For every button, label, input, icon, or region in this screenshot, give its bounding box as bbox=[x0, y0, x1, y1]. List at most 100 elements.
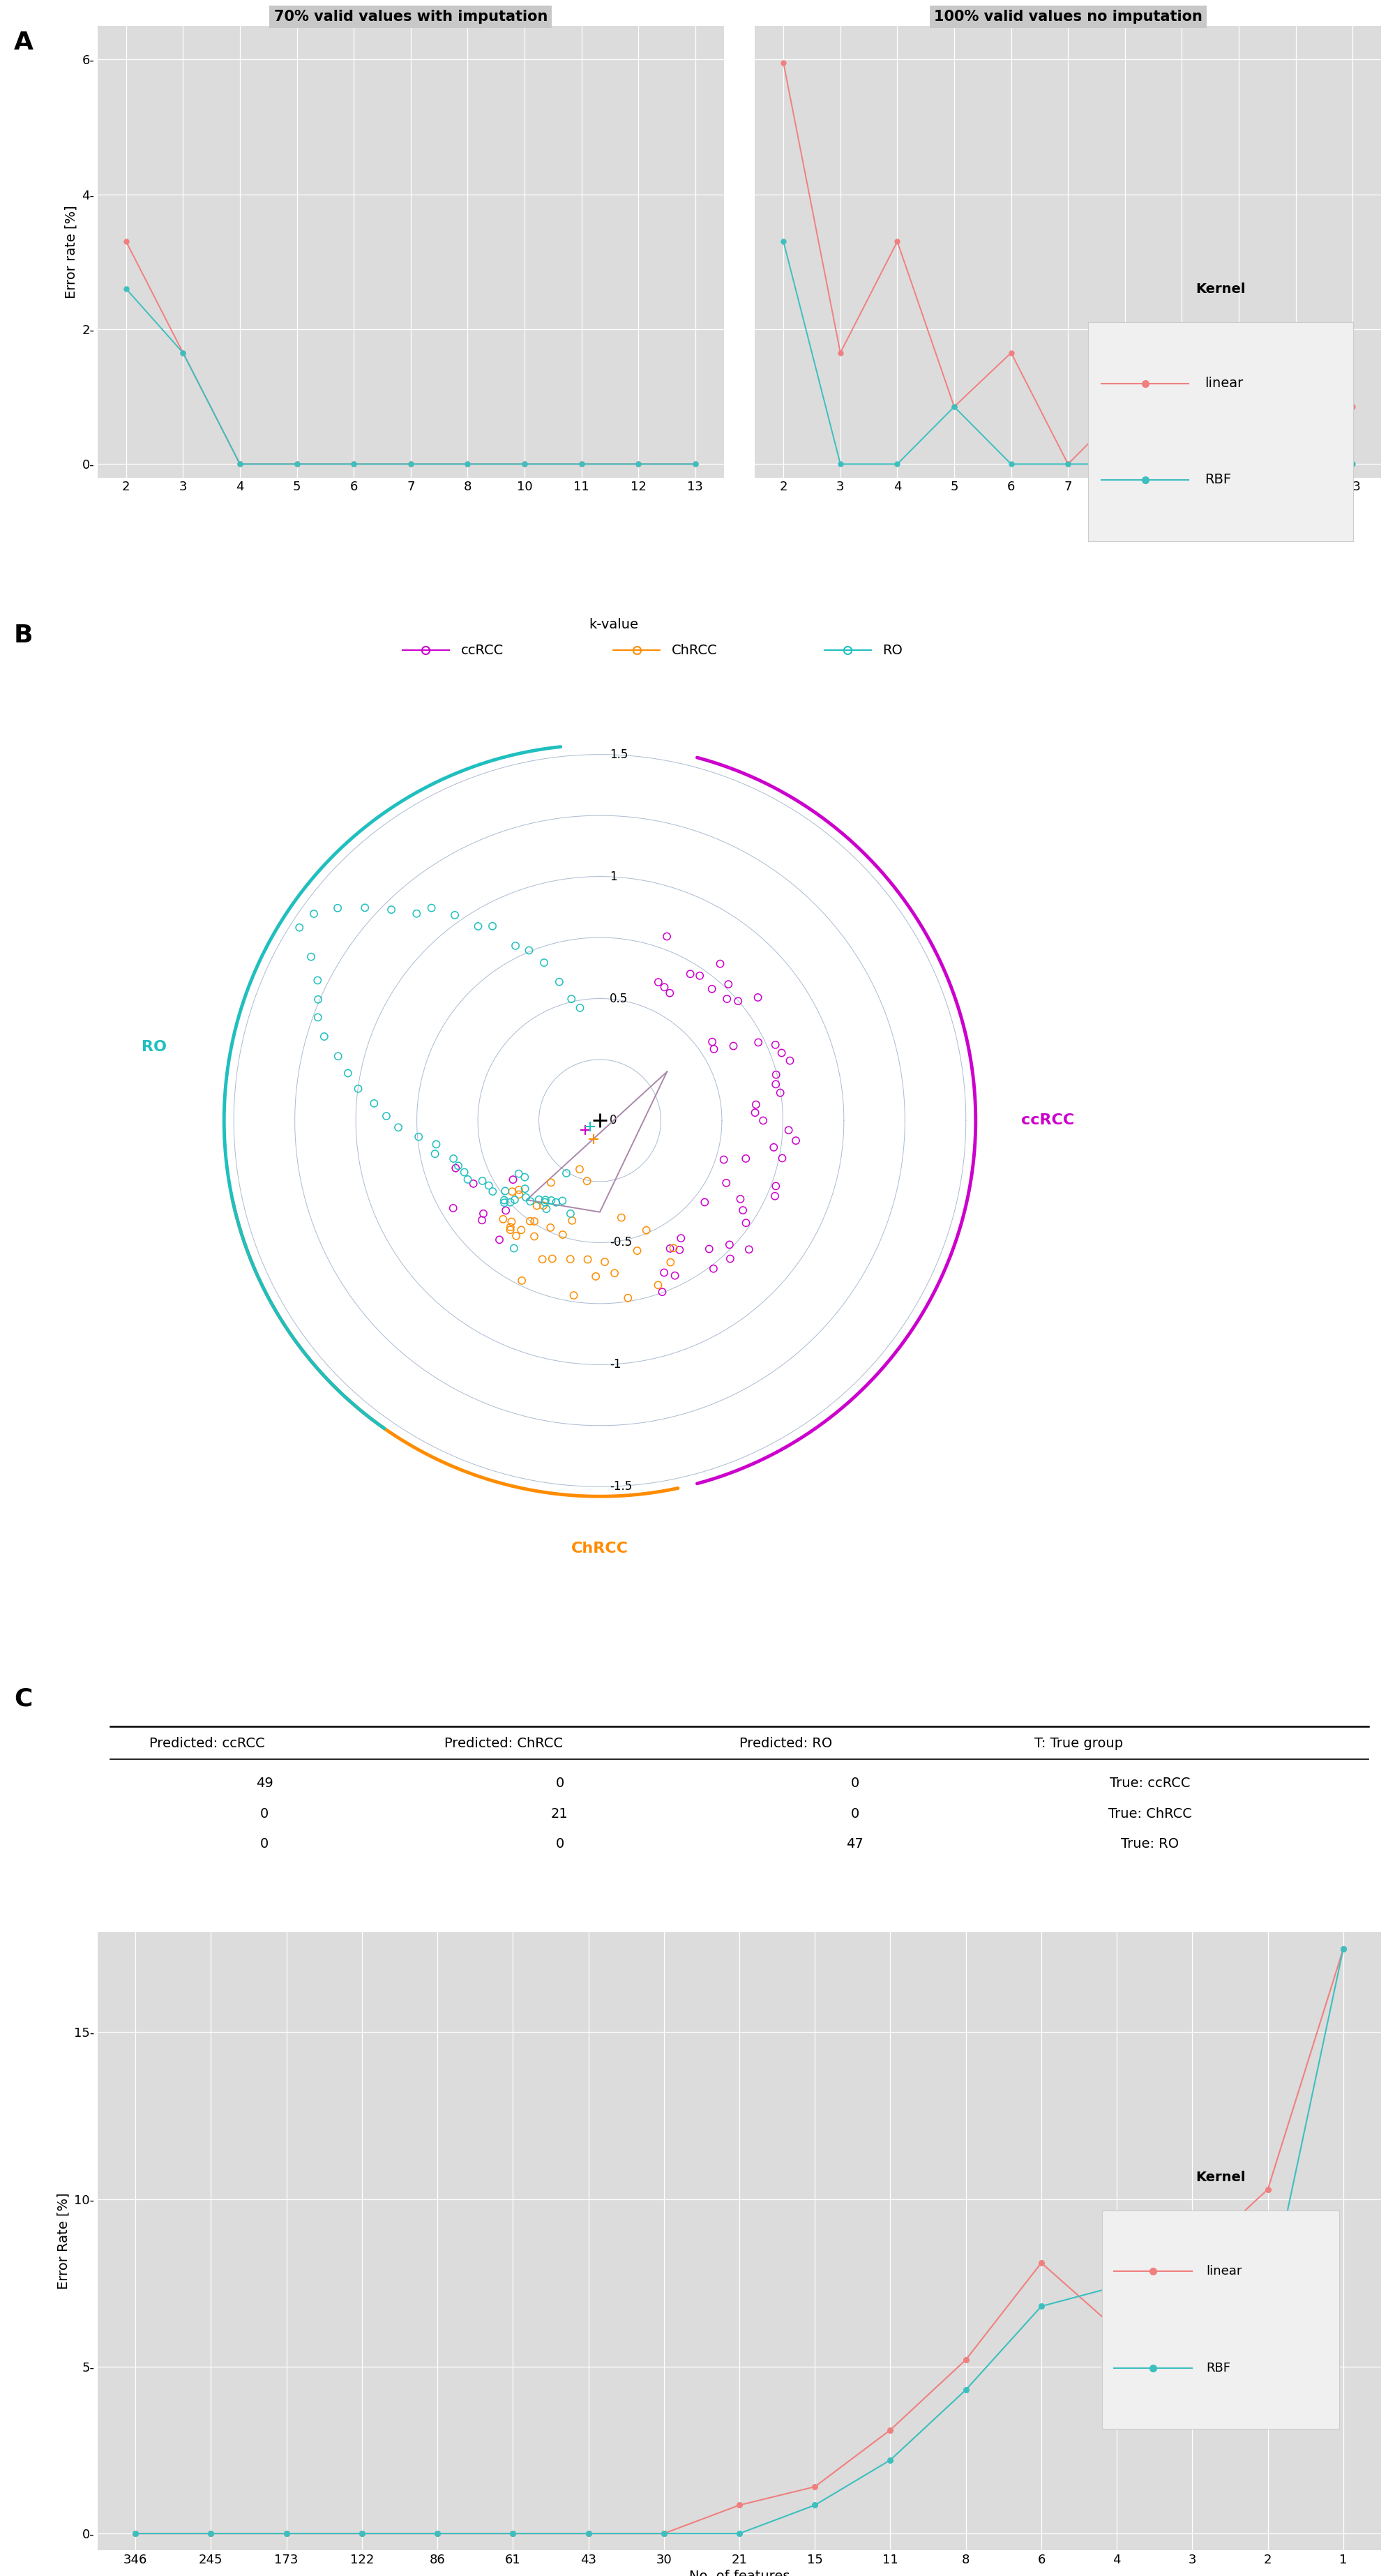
Point bbox=[663, 1229, 685, 1270]
Point bbox=[727, 981, 749, 1023]
Point bbox=[540, 1208, 562, 1249]
Point bbox=[526, 1185, 548, 1226]
Point bbox=[425, 1123, 448, 1164]
Text: 0: 0 bbox=[851, 1808, 859, 1821]
Point bbox=[555, 1151, 578, 1193]
X-axis label: No. of features: No. of features bbox=[689, 2571, 790, 2576]
Point bbox=[445, 1146, 467, 1188]
Point bbox=[764, 1025, 787, 1066]
Point bbox=[501, 1172, 523, 1213]
Point bbox=[594, 1242, 617, 1283]
Point bbox=[718, 1224, 741, 1265]
Point bbox=[653, 1252, 675, 1293]
Point bbox=[326, 889, 349, 930]
Point bbox=[456, 1159, 478, 1200]
Point bbox=[559, 1193, 582, 1234]
Point bbox=[444, 894, 466, 935]
Point bbox=[492, 1180, 515, 1221]
Point bbox=[723, 1025, 745, 1066]
Text: linear: linear bbox=[1207, 2264, 1242, 2277]
Text: 47: 47 bbox=[847, 1837, 864, 1852]
Y-axis label: Error rate [%]: Error rate [%] bbox=[64, 206, 78, 299]
Point bbox=[424, 1133, 446, 1175]
Point bbox=[326, 1036, 349, 1077]
Point bbox=[545, 1182, 568, 1224]
Point bbox=[730, 1177, 752, 1218]
Point bbox=[494, 1182, 516, 1224]
Point bbox=[513, 1157, 536, 1198]
Point bbox=[442, 1139, 465, 1180]
Point bbox=[505, 1216, 527, 1257]
Point bbox=[551, 1213, 573, 1255]
Point bbox=[717, 963, 739, 1005]
Point bbox=[499, 1182, 522, 1224]
Point bbox=[732, 1190, 755, 1231]
Point bbox=[551, 1180, 573, 1221]
Point bbox=[647, 961, 670, 1002]
Text: -0.5: -0.5 bbox=[610, 1236, 632, 1249]
Point bbox=[626, 1231, 649, 1273]
Point bbox=[453, 1151, 476, 1193]
Text: 0: 0 bbox=[610, 1115, 617, 1126]
Text: k-value: k-value bbox=[589, 618, 639, 631]
Text: ChRCC: ChRCC bbox=[572, 1540, 628, 1556]
Point bbox=[561, 1200, 583, 1242]
Point bbox=[354, 886, 377, 927]
Point bbox=[519, 1200, 541, 1242]
Point bbox=[764, 1064, 787, 1105]
Point bbox=[527, 1180, 550, 1221]
Point bbox=[470, 1200, 492, 1242]
Point bbox=[617, 1278, 639, 1319]
Text: A: A bbox=[14, 31, 33, 54]
Point bbox=[495, 1190, 518, 1231]
Point bbox=[562, 1275, 585, 1316]
Point bbox=[738, 1229, 760, 1270]
Point bbox=[515, 1177, 537, 1218]
Point bbox=[472, 1159, 494, 1200]
Text: linear: linear bbox=[1205, 376, 1243, 389]
Text: Kernel: Kernel bbox=[1196, 283, 1246, 296]
Point bbox=[745, 1084, 767, 1126]
Point bbox=[511, 1208, 533, 1249]
Point bbox=[548, 961, 571, 1002]
Text: T: True group: T: True group bbox=[1035, 1736, 1123, 1749]
Point bbox=[375, 1095, 398, 1136]
Point bbox=[442, 1188, 465, 1229]
Text: 0.5: 0.5 bbox=[610, 992, 628, 1005]
Point bbox=[752, 1100, 774, 1141]
Point bbox=[511, 1260, 533, 1301]
Point bbox=[388, 1108, 410, 1149]
Point bbox=[664, 1255, 686, 1296]
Point bbox=[716, 1162, 738, 1203]
Point bbox=[541, 1239, 564, 1280]
Point bbox=[771, 1139, 794, 1180]
Text: 0: 0 bbox=[555, 1837, 564, 1852]
Point bbox=[568, 1149, 590, 1190]
Point bbox=[576, 1239, 598, 1280]
Point bbox=[647, 1265, 670, 1306]
Point bbox=[477, 1164, 499, 1206]
Point bbox=[488, 1218, 511, 1260]
Point bbox=[559, 1239, 582, 1280]
Point bbox=[481, 1172, 504, 1213]
Point bbox=[531, 1239, 554, 1280]
Text: RO: RO bbox=[883, 644, 903, 657]
Point bbox=[307, 961, 329, 1002]
Point bbox=[576, 1159, 598, 1200]
Point bbox=[336, 1054, 359, 1095]
Point bbox=[523, 1200, 545, 1242]
Point bbox=[533, 943, 555, 984]
Point bbox=[778, 1041, 801, 1082]
Point bbox=[702, 1020, 724, 1061]
Point bbox=[716, 979, 738, 1020]
Point bbox=[735, 1139, 757, 1180]
Text: ChRCC: ChRCC bbox=[672, 644, 717, 657]
Point bbox=[307, 979, 329, 1020]
Point bbox=[744, 1092, 766, 1133]
Point bbox=[508, 1175, 530, 1216]
Point bbox=[709, 943, 731, 984]
Point bbox=[505, 925, 527, 966]
Point bbox=[502, 1159, 525, 1200]
Point bbox=[689, 956, 711, 997]
Title: 100% valid values no imputation: 100% valid values no imputation bbox=[933, 10, 1202, 23]
